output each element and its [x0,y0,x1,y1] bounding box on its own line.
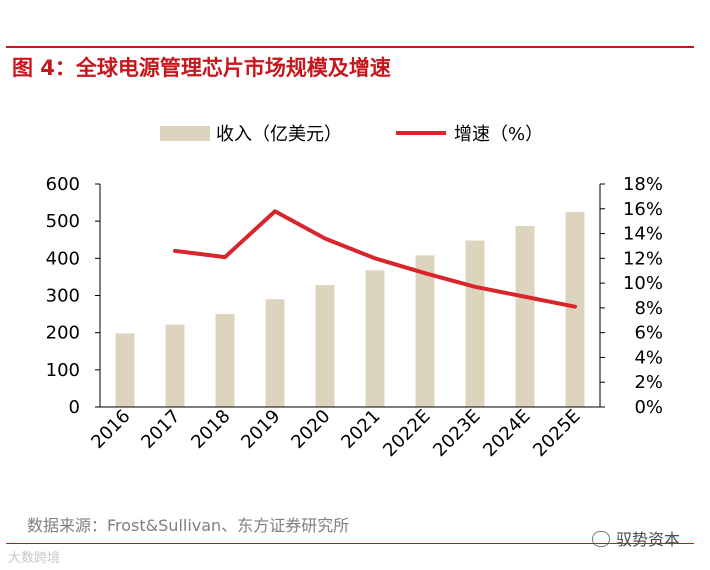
x-tick-label: 2022E [379,406,434,461]
right-tick-label: 6% [634,323,663,344]
legend: 收入（亿美元） 增速（%） [160,124,543,145]
left-tick-label: 200 [46,323,80,344]
wechat-icon [592,531,610,547]
growth-point-2018 [224,256,226,258]
left-tick-label: 600 [46,174,80,195]
right-tick-label: 4% [634,347,663,368]
x-tick-label: 2019 [237,406,284,453]
legend-bar-swatch [160,126,210,141]
x-tick-label: 2018 [187,406,234,453]
growth-point-2017 [174,250,176,252]
right-tick-label: 10% [623,273,663,294]
figure-title: 图 4：全球电源管理芯片市场规模及增速 [12,56,391,80]
bar-2018 [215,314,235,407]
chart-canvas: 收入（亿美元） 增速（%） 0 100 200 300 400 500 600 0% 2% 4%… [46,124,663,461]
watermark-right-text: 驭势资本 [616,530,681,549]
bar-2024E [515,225,535,407]
bar-2022E [415,255,435,407]
bar-2017 [165,324,185,407]
growth-point-2022E [424,272,426,274]
source-note: 数据来源：Frost&Sullivan、东方证券研究所 [27,516,350,535]
legend-line-label: 增速（%） [454,124,543,145]
right-tick-label: 0% [634,397,663,418]
growth-point-2025E [574,306,576,308]
bottom-rule [6,543,694,544]
bar-2025E [565,211,585,407]
right-tick-label: 14% [623,224,663,245]
growth-point-2023E [474,286,476,288]
growth-point-2019 [274,210,276,212]
bar-2019 [265,299,285,407]
growth-point-2021 [374,257,376,259]
x-tick-label: 2017 [137,406,184,453]
x-tick-label: 2020 [287,406,334,453]
watermark-right: 驭势资本 [592,526,680,550]
right-tick-label: 2% [634,372,663,393]
bar-2023E [465,240,485,407]
x-tick-label: 2024E [479,406,534,461]
left-tick-label: 500 [46,211,80,232]
right-tick-label: 18% [623,174,663,195]
title-top-rule [6,46,694,48]
right-tick-label: 16% [623,199,663,220]
bar-2016 [115,333,135,407]
watermark-left: 大数跨境 [8,551,61,566]
right-tick-label: 12% [623,248,663,269]
x-tick-label: 2023E [429,406,484,461]
left-tick-label: 400 [46,248,80,269]
growth-point-2020 [324,238,326,240]
left-tick-label: 100 [46,360,80,381]
right-tick-label: 8% [634,298,663,319]
x-tick-label: 2025E [529,406,584,461]
growth-point-2024E [524,296,526,298]
left-tick-label: 300 [46,286,80,307]
bar-2020 [315,285,335,407]
bar-2021 [365,270,385,407]
legend-bar-label: 收入（亿美元） [216,124,342,145]
x-tick-label: 2016 [87,406,134,453]
x-tick-label: 2021 [337,406,384,453]
left-tick-label: 0 [69,397,80,418]
